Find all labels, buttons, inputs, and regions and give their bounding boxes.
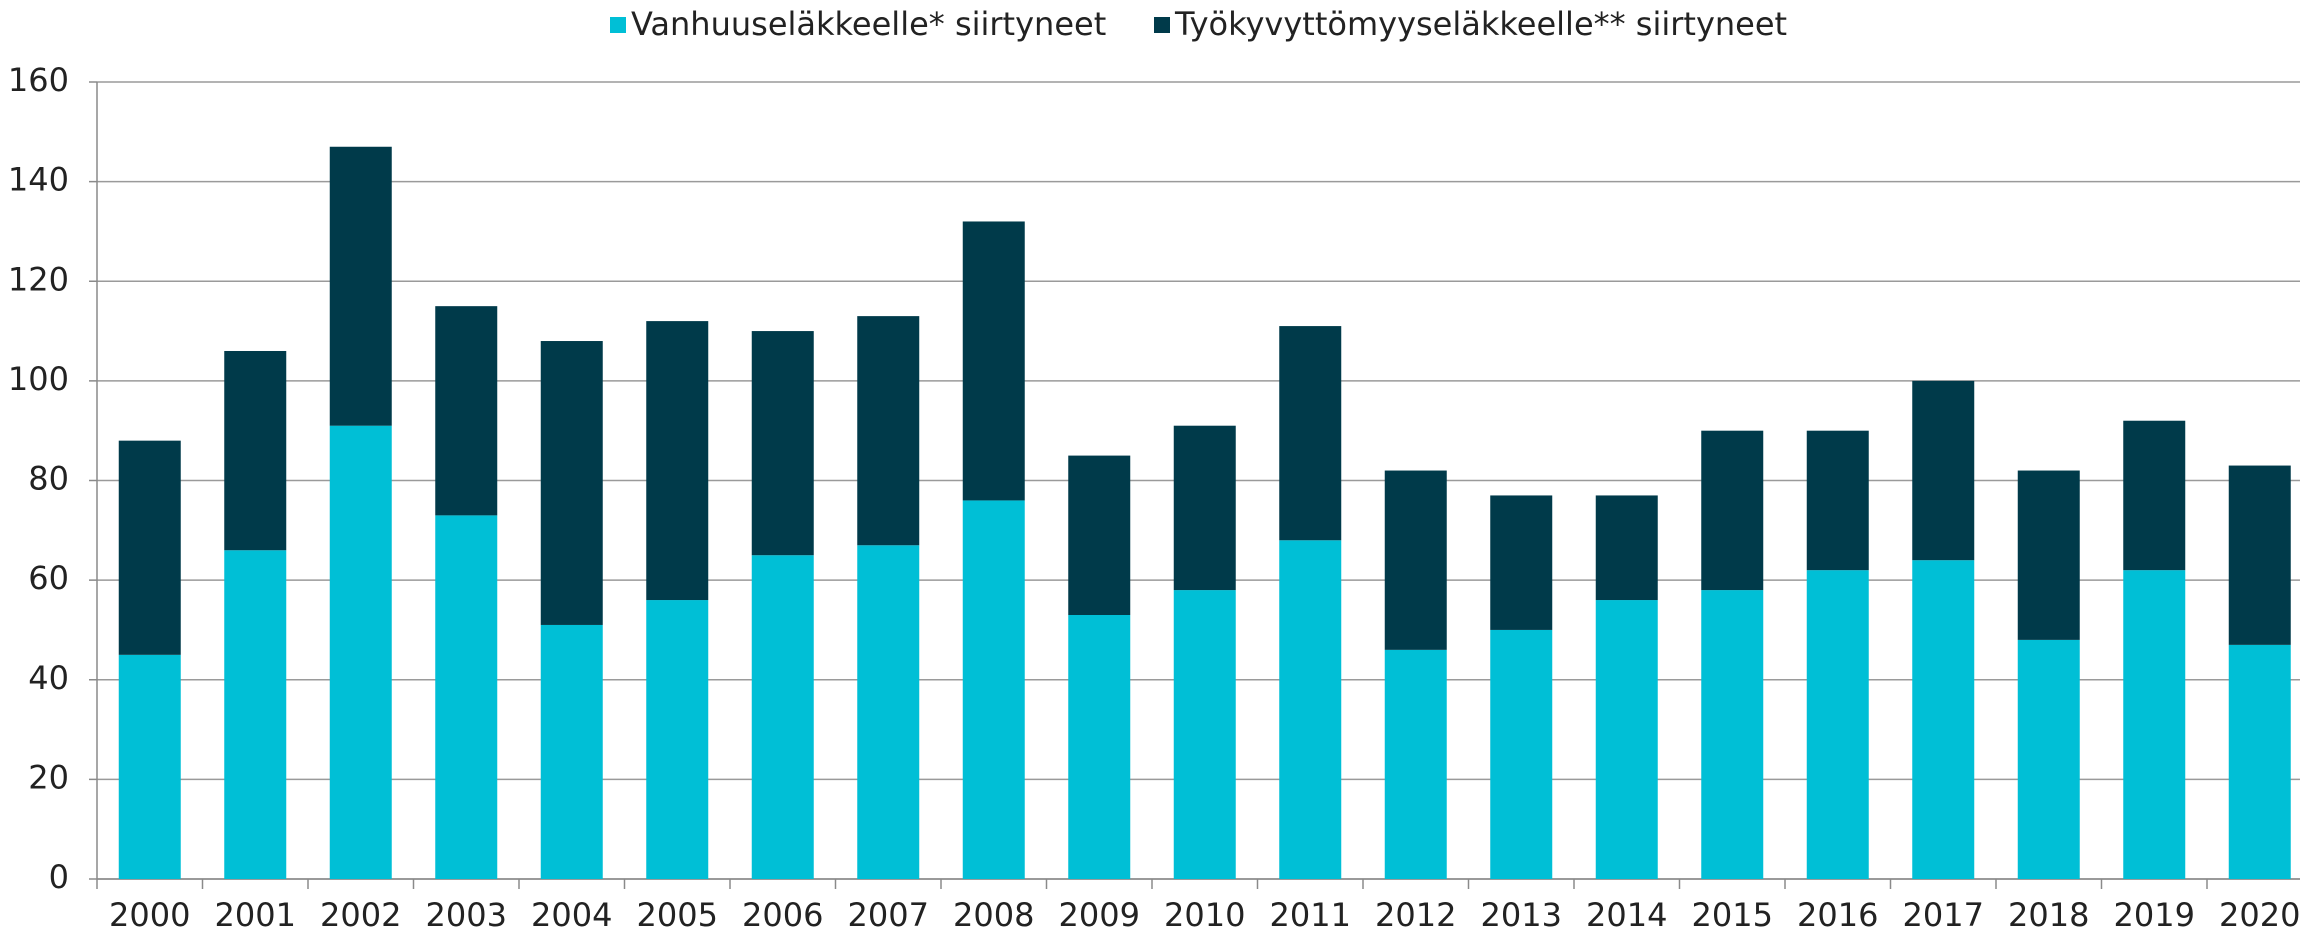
bar-segment [435,515,498,879]
bar-segment [2228,644,2291,879]
bar-segment [329,425,392,879]
bar-segment [1279,326,1342,541]
x-tick-label: 2014 [1586,896,1667,932]
y-tick-label: 80 [28,460,69,498]
bar-segment [1173,425,1236,591]
bar-segment [1490,495,1553,630]
bar-segment [329,146,392,426]
bar-segment [1068,455,1131,615]
x-tick-label: 2001 [215,896,296,932]
bar-segment [1595,600,1658,879]
bar-segment [1068,614,1131,879]
bar-segment [2123,570,2186,879]
bar-segment [751,331,814,556]
bar-segment [857,545,920,879]
legend-label: Vanhuuseläkkeelle* siirtyneet [631,5,1106,43]
bar-segment [962,500,1025,879]
bar-segment [2123,420,2186,571]
x-tick-label: 2020 [2219,896,2300,932]
x-tick-label: 2018 [2008,896,2089,932]
y-tick-label: 40 [28,659,69,697]
x-tick-label: 2006 [742,896,823,932]
legend-swatch [610,17,626,33]
x-tick-label: 2002 [320,896,401,932]
y-tick-label: 20 [28,758,69,796]
bar-segment [2228,465,2291,645]
bar-segment [646,600,709,879]
x-tick-label: 2017 [1903,896,1984,932]
x-tick-label: 2016 [1797,896,1878,932]
x-tick-label: 2000 [109,896,190,932]
bar-segment [2017,470,2080,640]
x-tick-label: 2013 [1481,896,1562,932]
y-tick-label: 140 [8,161,69,199]
bar-segment [118,440,181,655]
x-tick-label: 2009 [1059,896,1140,932]
bar-segment [1384,470,1447,650]
bar-segment [2017,639,2080,879]
x-tick-label: 2010 [1164,896,1245,932]
bar-segment [962,221,1025,501]
bar-segment [1912,380,1975,561]
bar-segment [1595,495,1658,601]
x-tick-label: 2011 [1270,896,1351,932]
y-tick-label: 100 [8,360,69,398]
x-tick-label: 2007 [848,896,929,932]
y-tick-label: 120 [8,260,69,298]
bar-segment [540,624,603,879]
bar-segment [224,550,287,879]
bar-segment [1806,430,1869,571]
bar-segment [1701,430,1764,591]
bar-segment [857,316,920,546]
bar-segment [646,321,709,601]
x-tick-label: 2012 [1375,896,1456,932]
y-tick-label: 60 [28,559,69,597]
bar-segment [435,306,498,516]
x-tick-label: 2005 [637,896,718,932]
bar-segment [1173,590,1236,879]
x-tick-label: 2003 [426,896,507,932]
bar-segment [1490,629,1553,879]
bar-segment [1279,540,1342,879]
x-tick-label: 2015 [1692,896,1773,932]
y-tick-label: 0 [49,858,69,896]
legend-swatch [1154,17,1170,33]
x-tick-label: 2004 [531,896,612,932]
bar-segment [1912,560,1975,879]
bar-segment [1806,570,1869,879]
bar-segment [224,350,287,551]
bar-segment [118,654,181,879]
bar-segment [1384,649,1447,879]
x-tick-label: 2019 [2114,896,2195,932]
bar-segment [1701,590,1764,879]
bar-segment [751,555,814,879]
bar-segment [540,341,603,625]
y-tick-label: 160 [8,61,69,99]
x-tick-label: 2008 [953,896,1034,932]
legend-label: Työkyvyttömyyseläkkeelle** siirtyneet [1174,5,1787,43]
